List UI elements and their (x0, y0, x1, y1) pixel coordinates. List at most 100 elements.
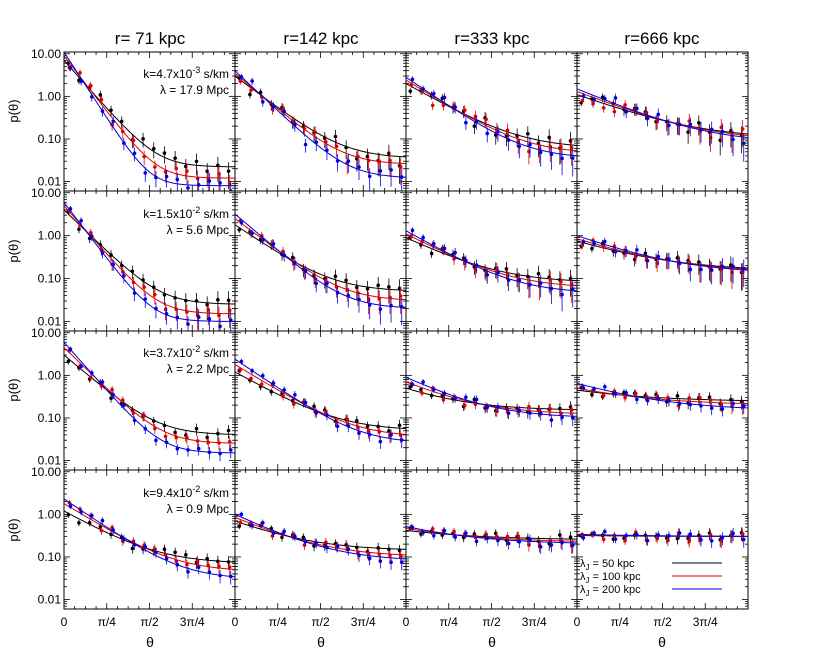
panel-r3-c3 (405, 330, 578, 471)
data-point (109, 253, 113, 257)
x-tick-label: π/2 (482, 615, 501, 629)
data-point (590, 392, 594, 397)
model-curve-series-1 (64, 354, 235, 435)
data-point (389, 560, 393, 565)
data-point (389, 303, 393, 308)
data-point (548, 407, 553, 411)
data-point (68, 66, 73, 70)
data-point (217, 564, 221, 569)
data-point (731, 401, 735, 406)
data-point (206, 307, 211, 312)
x-axis-label-col-3: θ (488, 634, 496, 650)
data-point (143, 297, 148, 301)
data-point (538, 150, 543, 155)
data-point (590, 246, 594, 251)
data-point (432, 533, 436, 538)
data-point (624, 533, 628, 538)
data-point (153, 292, 157, 297)
data-point (528, 142, 532, 147)
data-point (216, 298, 220, 302)
data-point (175, 315, 180, 320)
data-point (442, 95, 447, 100)
data-point (154, 175, 158, 180)
data-point (612, 109, 617, 114)
data-point (581, 240, 586, 244)
data-point (195, 439, 200, 443)
panel-frame (234, 469, 407, 610)
y-axis-label-row-3: p(θ) (6, 378, 21, 401)
lambda-annotation-row-1: λ = 17.9 Mpc (160, 83, 229, 97)
data-point (238, 520, 243, 525)
panel-r2-c2 (234, 190, 407, 332)
y-tick-label: 0.10 (38, 272, 62, 286)
data-point (333, 274, 338, 279)
data-point (624, 391, 628, 395)
data-point (346, 159, 351, 163)
data-point (301, 535, 306, 540)
data-point (729, 397, 733, 402)
data-point (538, 281, 543, 285)
y-axis-label-row-2: p(θ) (6, 239, 21, 262)
panel-r2-c1: 10.00 1.00 0.10 0.01 (31, 186, 236, 332)
data-point (250, 79, 254, 83)
data-point (517, 278, 522, 283)
data-point (217, 313, 221, 318)
model-curve-series-2 (235, 516, 406, 556)
panel-r4-c4: 0 π/4 π/2 3π/4 (574, 469, 749, 629)
data-point (335, 544, 340, 549)
data-point (131, 411, 136, 415)
data-point (110, 387, 114, 392)
panel-frame (405, 51, 578, 192)
data-point (226, 428, 231, 433)
data-point (388, 553, 392, 558)
panels: 10.001.000.100.0110.001.000.100.0110.001… (31, 47, 749, 629)
model-curve-series-2 (406, 381, 577, 414)
data-point (429, 393, 434, 398)
data-point (303, 400, 308, 405)
data-point (90, 234, 94, 239)
data-point (613, 392, 618, 396)
model-curve-series-3 (577, 235, 748, 271)
model-curve-series-2 (235, 218, 406, 301)
data-point (506, 411, 511, 415)
data-point (603, 96, 607, 101)
data-point (120, 398, 125, 402)
data-point (474, 539, 479, 544)
data-point (282, 529, 286, 534)
data-point (293, 392, 297, 397)
data-point (708, 532, 713, 537)
model-curve-series-2 (235, 364, 406, 436)
data-point (367, 432, 372, 437)
data-point (186, 186, 190, 190)
data-point (174, 307, 179, 312)
data-point (568, 535, 573, 539)
k-annotation-row-3: k=3.7x10-2 s/km (143, 344, 229, 360)
panel-plot-area (235, 213, 406, 326)
data-point (261, 373, 265, 378)
data-point (119, 263, 124, 268)
data-point (592, 531, 596, 535)
data-point (496, 129, 500, 134)
data-point (667, 533, 671, 538)
panel-frame (234, 330, 407, 471)
data-point (325, 412, 329, 417)
data-point (346, 547, 351, 552)
data-point (207, 179, 212, 183)
data-point (441, 397, 446, 402)
panel-r3-c2 (234, 330, 407, 471)
data-point (430, 526, 435, 531)
model-curve-series-2 (406, 233, 577, 287)
data-point (184, 298, 188, 303)
data-point (196, 183, 201, 187)
data-point (421, 380, 425, 384)
data-point (581, 94, 586, 98)
data-point (485, 131, 490, 136)
model-curve-series-2 (406, 527, 577, 542)
data-point (645, 258, 650, 263)
data-point (613, 537, 618, 541)
data-point (720, 407, 725, 411)
data-point (741, 404, 746, 408)
data-point (453, 396, 457, 401)
panel-plot-area (64, 341, 235, 462)
data-point (293, 260, 297, 265)
